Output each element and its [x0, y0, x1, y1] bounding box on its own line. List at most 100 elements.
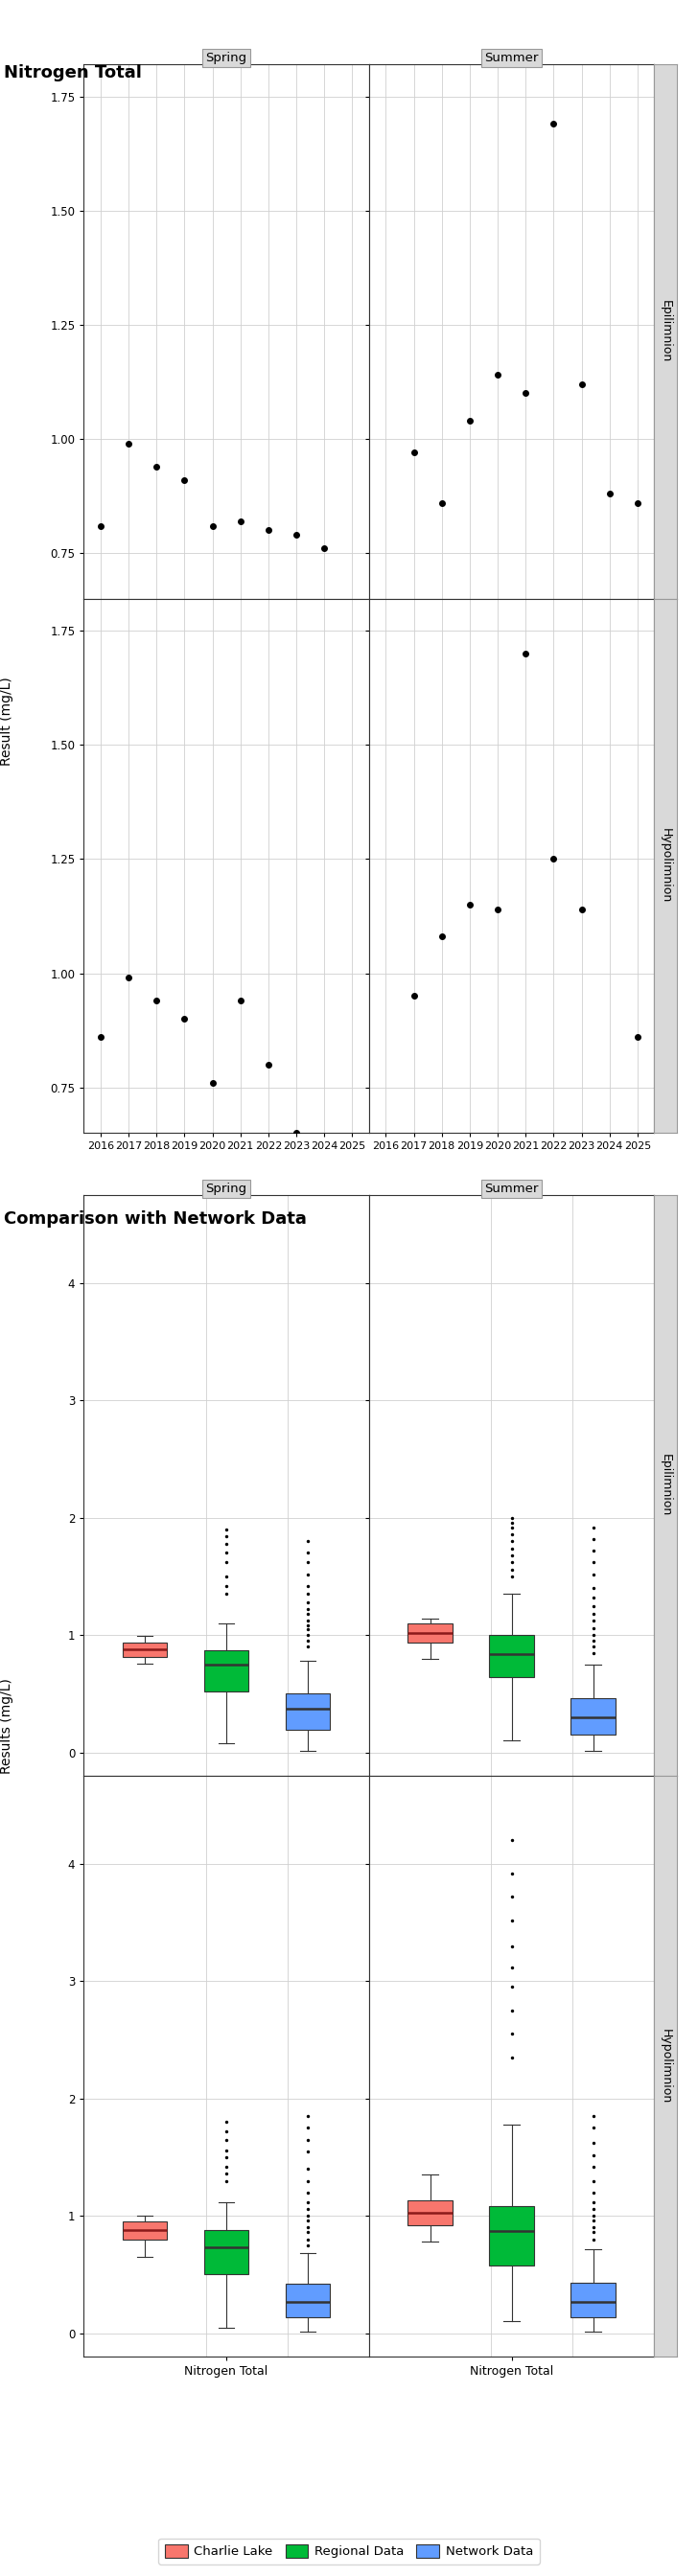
Point: [319, 528, 330, 569]
Point: [492, 889, 503, 930]
Point: [302, 1566, 313, 1607]
Point: [506, 1965, 517, 2007]
Point: [506, 1852, 517, 1893]
Point: [588, 1633, 599, 1674]
Bar: [408, 2200, 452, 2226]
Point: [436, 917, 447, 958]
Point: [302, 2226, 313, 2267]
Point: [302, 1574, 313, 1615]
Point: [235, 979, 246, 1020]
Point: [179, 459, 190, 500]
Bar: [489, 1636, 534, 1677]
Point: [302, 2148, 313, 2190]
Title: Spring: Spring: [206, 1182, 247, 1195]
Point: [123, 958, 134, 999]
Point: [588, 1553, 599, 1595]
Point: [506, 1502, 517, 1543]
Point: [588, 1569, 599, 1610]
Point: [151, 979, 162, 1020]
Point: [221, 1510, 232, 1551]
Point: [588, 1517, 599, 1558]
Point: [506, 1899, 517, 1940]
Point: [506, 1819, 517, 1860]
Point: [221, 2130, 232, 2172]
Point: [302, 1600, 313, 1641]
Point: [221, 2102, 232, 2143]
Point: [506, 1548, 517, 1589]
Point: [604, 474, 615, 515]
Point: [464, 884, 475, 925]
Point: [302, 2187, 313, 2228]
Point: [492, 355, 503, 397]
Point: [302, 2161, 313, 2202]
Bar: [408, 1623, 452, 1641]
Point: [548, 837, 559, 878]
Point: [506, 1515, 517, 1556]
Point: [207, 1061, 218, 1103]
Point: [632, 1018, 643, 1059]
Point: [588, 2195, 599, 2236]
Point: [506, 1989, 517, 2030]
Point: [302, 1607, 313, 1649]
Title: Summer: Summer: [484, 52, 539, 64]
Point: [506, 1924, 517, 1965]
Point: [221, 2146, 232, 2187]
Point: [588, 1600, 599, 1641]
Point: [588, 1615, 599, 1656]
Text: Hypolimnion: Hypolimnion: [660, 2030, 672, 2105]
Point: [588, 2146, 599, 2187]
Point: [506, 1540, 517, 1582]
Point: [506, 1520, 517, 1561]
Point: [588, 2107, 599, 2148]
Point: [588, 2172, 599, 2213]
Point: [588, 2200, 599, 2241]
Point: [302, 2218, 313, 2259]
Point: [302, 1589, 313, 1631]
Point: [221, 1556, 232, 1597]
Point: [221, 2154, 232, 2195]
Point: [151, 446, 162, 487]
Point: [302, 2182, 313, 2223]
Point: [408, 433, 419, 474]
Point: [408, 976, 419, 1018]
Point: [506, 1556, 517, 1597]
Point: [506, 2038, 517, 2079]
Point: [506, 1875, 517, 1917]
Point: [302, 1582, 313, 1623]
Point: [221, 2161, 232, 2202]
Point: [588, 2161, 599, 2202]
Point: [588, 1607, 599, 1649]
Point: [302, 1615, 313, 1656]
Point: [588, 2218, 599, 2259]
Point: [302, 2094, 313, 2136]
Point: [588, 1625, 599, 1667]
Text: Result (mg/L): Result (mg/L): [0, 677, 14, 765]
Point: [302, 1520, 313, 1561]
Point: [262, 510, 274, 551]
Point: [588, 2187, 599, 2228]
Point: [302, 2130, 313, 2172]
Point: [588, 1584, 599, 1625]
Title: Spring: Spring: [206, 52, 247, 64]
Point: [302, 1605, 313, 1646]
Bar: [204, 2231, 248, 2275]
Point: [302, 1625, 313, 1667]
Point: [588, 2123, 599, 2164]
Point: [302, 2172, 313, 2213]
Point: [588, 1577, 599, 1618]
Point: [302, 1553, 313, 1595]
Point: [302, 2195, 313, 2236]
Point: [506, 1528, 517, 1569]
Point: [588, 1620, 599, 1662]
Point: [520, 634, 531, 675]
Point: [221, 1540, 232, 1582]
Point: [221, 1515, 232, 1556]
Point: [302, 1540, 313, 1582]
Bar: [489, 2208, 534, 2264]
Text: Comparison with Network Data: Comparison with Network Data: [3, 1211, 306, 1229]
Bar: [285, 1695, 330, 1731]
Point: [302, 1595, 313, 1636]
Text: Hypolimnion: Hypolimnion: [660, 829, 672, 904]
Point: [123, 422, 134, 464]
Bar: [122, 1641, 168, 1656]
